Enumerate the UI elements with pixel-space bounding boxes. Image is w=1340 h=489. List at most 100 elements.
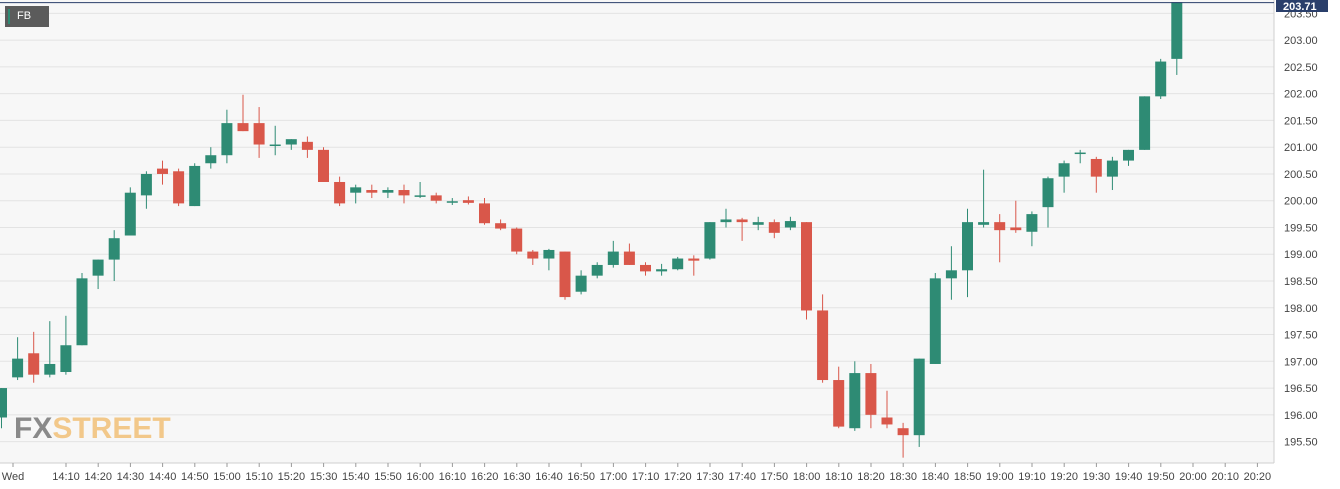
candle-body (301, 141, 313, 150)
candle-body (978, 222, 990, 225)
x-tick-label: 19:30 (1083, 471, 1111, 483)
candle-body (205, 155, 217, 164)
candle-body (269, 144, 281, 147)
candle-down (430, 192, 442, 204)
candle-up (656, 263, 668, 276)
candle-up (269, 125, 281, 156)
candle-body (962, 222, 973, 271)
candle-body (865, 373, 877, 415)
candle-up (189, 163, 201, 207)
candle-body (157, 168, 168, 174)
candle-down (817, 294, 829, 383)
candle-body (1074, 152, 1086, 155)
candle-body (768, 222, 780, 233)
y-tick-label: 197.50 (1284, 330, 1318, 342)
x-tick-label: 16:10 (439, 471, 467, 483)
candle-body (0, 388, 7, 418)
x-tick-label: 14:30 (117, 471, 145, 483)
candle-up (60, 315, 72, 375)
candle-body (1139, 96, 1151, 150)
candle-up (108, 230, 120, 282)
candle-down (495, 219, 507, 231)
candle-body (688, 258, 700, 261)
candle-down (688, 255, 700, 276)
last-price-badge: 203.71 (0, 0, 1328, 13)
plot-area (0, 0, 1274, 463)
candle-body (1026, 214, 1038, 232)
candle-body (1042, 178, 1054, 208)
logo-part-street: STREET (52, 412, 171, 445)
x-tick-label: 15:20 (278, 471, 306, 483)
grid-lines (0, 12, 1274, 443)
candle-down (736, 217, 748, 241)
y-tick-label: 197.00 (1284, 356, 1318, 368)
candle-body (833, 380, 845, 427)
x-tick-label: 16:20 (471, 471, 499, 483)
x-tick-label: 18:00 (793, 471, 821, 483)
candle-down (462, 196, 474, 205)
x-tick-label: 17:20 (664, 471, 692, 483)
candle-body (1058, 163, 1070, 177)
candle-body (640, 264, 651, 272)
x-axis: Wed 14:10 14:20 14:30 14:40 14:50 15:00 15:10 15… (2, 463, 1271, 483)
candle-up (76, 272, 88, 346)
candle-body (1123, 149, 1134, 161)
candle-up (382, 187, 394, 199)
candle-down (1090, 156, 1102, 193)
candle-body (527, 251, 539, 259)
symbol-tag: FB (5, 6, 49, 27)
candle-body (44, 363, 56, 375)
candle-body (173, 171, 185, 204)
candle-body (430, 195, 442, 201)
candle-down (881, 390, 893, 429)
candle-body (124, 192, 136, 236)
candle-up (929, 272, 941, 364)
candle-down (157, 160, 168, 185)
candle-body (398, 190, 410, 196)
candle-down (334, 176, 346, 207)
x-tick-label: 20:20 (1244, 471, 1272, 483)
candle-up (720, 208, 732, 228)
x-tick-label: 18:10 (825, 471, 853, 483)
candle-body (350, 187, 362, 193)
x-tick-label: 20:00 (1179, 471, 1207, 483)
candle-body (140, 173, 152, 196)
y-tick-label: 201.00 (1284, 142, 1318, 154)
candle-down (897, 422, 909, 458)
candle-down (527, 249, 539, 265)
candle-body (994, 222, 1006, 231)
candle-up (1026, 211, 1038, 247)
x-tick-label: 16:50 (567, 471, 595, 483)
x-tick-label: Wed (2, 471, 24, 483)
candle-up (350, 184, 362, 204)
candle-body (575, 275, 587, 292)
symbol-tag-label: FB (17, 10, 32, 22)
y-tick-label: 196.00 (1284, 410, 1318, 422)
candle-body (720, 219, 732, 223)
x-tick-label: 17:50 (761, 471, 789, 483)
candle-down (623, 243, 635, 265)
candles (0, 2, 1183, 458)
candle-up (1171, 2, 1183, 75)
candle-body (704, 222, 716, 259)
candle-up (1123, 149, 1134, 166)
x-tick-label: 14:50 (181, 471, 209, 483)
x-tick-label: 19:40 (1115, 471, 1143, 483)
candle-up (978, 169, 990, 228)
candle-body (913, 358, 925, 436)
y-tick-label: 203.00 (1284, 35, 1318, 47)
x-tick-label: 18:50 (954, 471, 982, 483)
candle-body (623, 251, 635, 265)
candle-down (173, 168, 185, 207)
y-tick-label: 202.50 (1284, 62, 1318, 74)
candle-body (607, 251, 619, 265)
x-tick-label: 14:40 (149, 471, 177, 483)
y-tick-label: 200.00 (1284, 196, 1318, 208)
candle-down (833, 366, 845, 429)
candle-body (849, 373, 861, 429)
x-tick-label: 14:20 (84, 471, 112, 483)
last-price-value: 203.71 (1283, 1, 1317, 13)
candle-up (1042, 176, 1054, 228)
